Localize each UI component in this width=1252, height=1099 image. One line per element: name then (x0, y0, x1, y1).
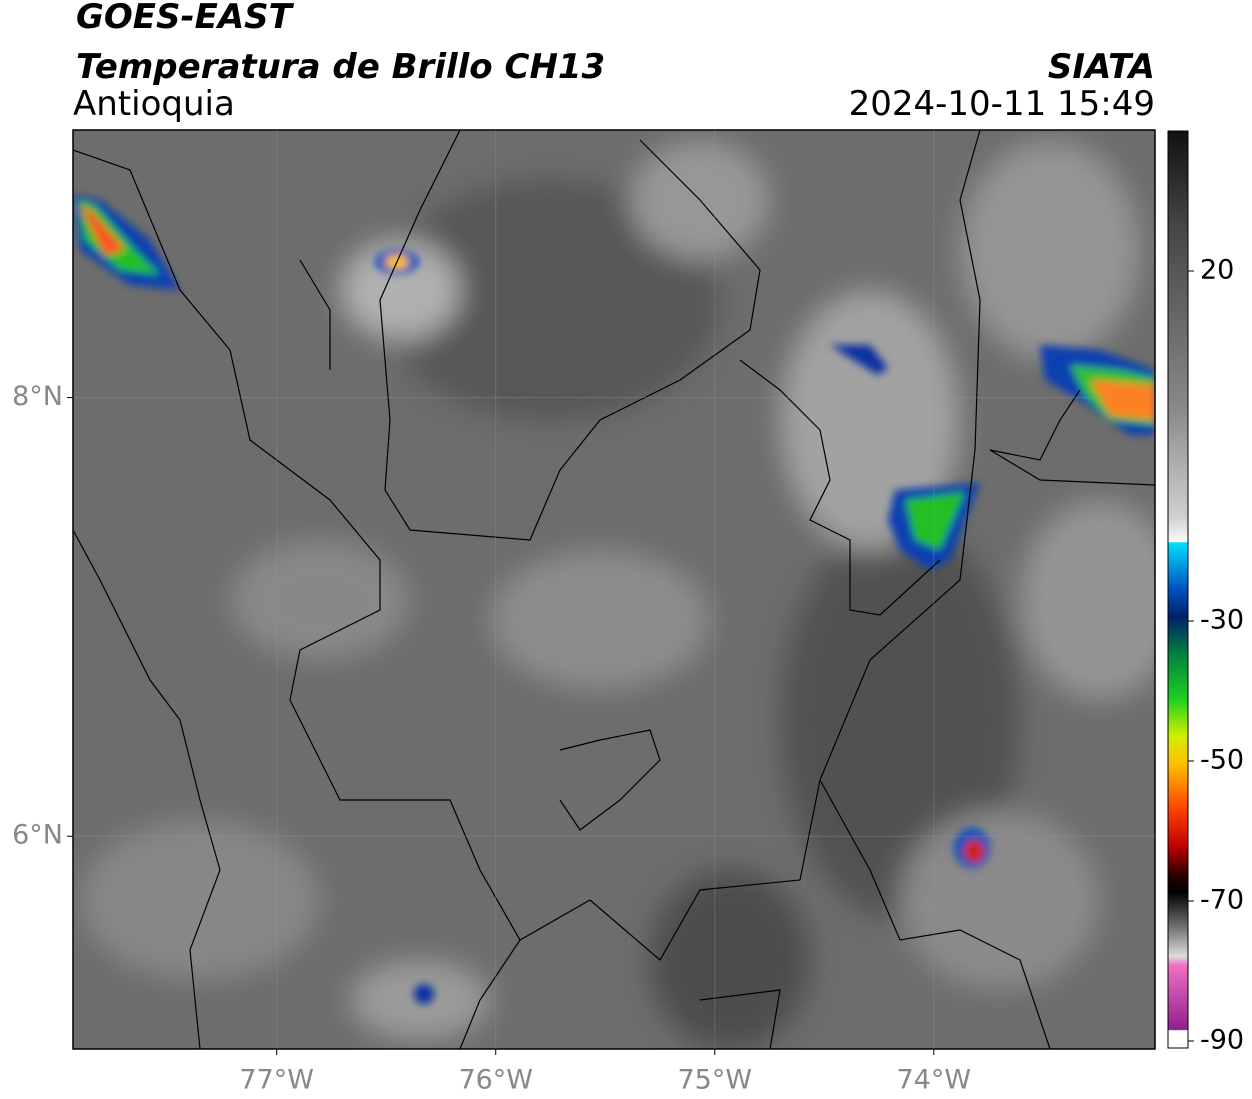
region: Antioquia (73, 84, 235, 124)
satellite-image (73, 130, 1155, 1049)
colorbar-tick-label: -70 (1200, 885, 1244, 916)
x-tick-label: 77°W (239, 1065, 314, 1096)
x-tick-label: 75°W (677, 1065, 752, 1096)
y-tick-label: 6°N (12, 820, 63, 851)
title: GOES-EAST (76, 0, 295, 37)
colorbar-tick-label: 20 (1200, 255, 1234, 286)
colorbar (1167, 130, 1189, 1049)
x-tick-label: 76°W (458, 1065, 533, 1096)
colorbar-tick-label: -50 (1200, 745, 1244, 776)
source: SIATA (1048, 47, 1155, 87)
colorbar-tick-label: -90 (1200, 1025, 1244, 1056)
subtitle: Temperatura de Brillo CH13 (76, 47, 605, 87)
datetime: 2024-10-11 15:49 (849, 84, 1155, 124)
map-frame (72, 129, 1156, 1050)
x-tick-label: 74°W (897, 1065, 972, 1096)
colorbar-tick-label: -30 (1200, 605, 1244, 636)
y-tick-label: 8°N (12, 381, 63, 412)
